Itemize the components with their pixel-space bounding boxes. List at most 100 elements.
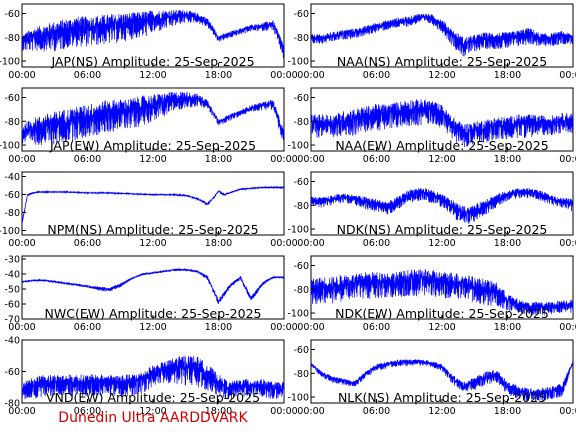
panel-jap-ew: -60 -80 -100 00:00 06:00 12:00 18:00 00:00 JAP(E… bbox=[0, 87, 298, 165]
y-tick-label: -100 bbox=[0, 141, 20, 152]
x-tick-label: 00:00 bbox=[8, 322, 35, 333]
x-tick-label: 12:00 bbox=[139, 406, 166, 417]
x-tick-label: 00:00 bbox=[297, 70, 324, 81]
panel-ndk-ns: -60 -80 -100 00:00 06:00 12:00 18:00 00:00 NDK(N… bbox=[287, 171, 576, 249]
x-tick-label: 06:00 bbox=[74, 322, 101, 333]
x-tick-label: 18:00 bbox=[494, 238, 521, 249]
x-tick-label: 06:00 bbox=[363, 238, 390, 249]
amplitude-trace bbox=[311, 359, 573, 402]
panel-title: VND(EW) Amplitude: 25-Sep-2025 bbox=[46, 390, 260, 405]
y-tick-label: -80 bbox=[293, 285, 309, 296]
y-tick-label: -60 bbox=[293, 93, 309, 104]
amplitude-trace bbox=[311, 13, 573, 57]
panel-nlk-ns: -60 -80 -100 00:00 06:00 12:00 18:00 00:00 NLK(N… bbox=[287, 339, 576, 417]
x-tick-label: 00:00 bbox=[270, 70, 297, 81]
panel-ndk-ew: -60 -80 -100 00:00 06:00 12:00 18:00 00:00 NDK(E… bbox=[287, 255, 576, 333]
x-tick-label: 12:00 bbox=[428, 154, 455, 165]
x-tick-label: 00:00 bbox=[8, 406, 35, 417]
y-tick-label: -100 bbox=[287, 393, 309, 404]
y-tick-label: -100 bbox=[287, 309, 309, 320]
y-tick-label: -100 bbox=[287, 141, 309, 152]
panel-title: NDK(EW) Amplitude: 25-Sep-2025 bbox=[335, 306, 549, 321]
amplitude-trace bbox=[22, 355, 284, 400]
y-tick-label: -80 bbox=[4, 208, 20, 219]
x-tick-label: 18:00 bbox=[494, 70, 521, 81]
y-tick-label: -100 bbox=[0, 57, 20, 68]
y-tick-label: -80 bbox=[4, 399, 20, 410]
x-tick-label: 18:00 bbox=[494, 322, 521, 333]
x-tick-label: 06:00 bbox=[363, 322, 390, 333]
panel-title: NDK(NS) Amplitude: 25-Sep-2025 bbox=[337, 222, 548, 237]
y-tick-label: -60 bbox=[4, 300, 20, 311]
x-tick-label: 06:00 bbox=[363, 406, 390, 417]
x-tick-label: 00:00 bbox=[297, 406, 324, 417]
y-tick-label: -60 bbox=[293, 261, 309, 272]
y-tick-label: -100 bbox=[0, 226, 20, 237]
panel-title: NPM(NS) Amplitude: 25-Sep-2025 bbox=[47, 222, 258, 237]
y-tick-label: -40 bbox=[4, 172, 20, 183]
y-tick-label: -60 bbox=[293, 345, 309, 356]
y-tick-label: -40 bbox=[4, 270, 20, 281]
amplitude-trace bbox=[311, 99, 573, 148]
y-tick-label: -60 bbox=[293, 177, 309, 188]
y-tick-label: -50 bbox=[4, 285, 20, 296]
x-tick-label: 12:00 bbox=[428, 406, 455, 417]
x-tick-label: 06:00 bbox=[74, 238, 101, 249]
y-tick-label: -30 bbox=[4, 255, 20, 266]
x-tick-label: 12:00 bbox=[139, 70, 166, 81]
panel-naa-ns: -60 -80 -100 00:00 06:00 12:00 18:00 00:00 NAA(N… bbox=[287, 3, 576, 81]
x-tick-label: 12:00 bbox=[428, 70, 455, 81]
y-tick-label: -80 bbox=[293, 369, 309, 380]
panel-jap-ns: -60 -80 -100 00:00 06:00 12:00 18:00 00:00 JAP(N… bbox=[0, 3, 298, 81]
x-tick-label: 12:00 bbox=[428, 322, 455, 333]
y-tick-label: -60 bbox=[4, 93, 20, 104]
amplitude-trace bbox=[22, 9, 284, 58]
amplitude-trace bbox=[311, 188, 573, 224]
x-tick-label: 18:00 bbox=[205, 322, 232, 333]
x-tick-label: 00:00 bbox=[559, 406, 576, 417]
panel-title: NLK(NS) Amplitude: 25-Sep-2025 bbox=[338, 390, 546, 405]
x-tick-label: 18:00 bbox=[205, 238, 232, 249]
x-tick-label: 06:00 bbox=[363, 154, 390, 165]
x-tick-label: 00:00 bbox=[559, 322, 576, 333]
x-tick-label: 00:00 bbox=[270, 238, 297, 249]
y-tick-label: -60 bbox=[4, 367, 20, 378]
y-tick-label: -80 bbox=[293, 201, 309, 212]
x-tick-label: 18:00 bbox=[494, 154, 521, 165]
x-tick-label: 00:00 bbox=[297, 322, 324, 333]
y-tick-label: -80 bbox=[293, 33, 309, 44]
panel-title: JAP(NS) Amplitude: 25-Sep-2025 bbox=[50, 54, 254, 69]
y-tick-label: -100 bbox=[287, 57, 309, 68]
x-tick-label: 00:00 bbox=[8, 238, 35, 249]
x-tick-label: 12:00 bbox=[139, 154, 166, 165]
amplitude-trace bbox=[311, 269, 573, 316]
y-tick-label: -40 bbox=[4, 336, 20, 347]
x-tick-label: 06:00 bbox=[74, 406, 101, 417]
x-tick-label: 06:00 bbox=[74, 154, 101, 165]
amplitude-trace bbox=[22, 267, 284, 305]
panel-naa-ew: -60 -80 -100 00:00 06:00 12:00 18:00 00:00 NAA(E… bbox=[287, 87, 576, 165]
y-tick-label: -60 bbox=[4, 9, 20, 20]
amplitude-trace bbox=[22, 91, 284, 146]
x-tick-label: 00:00 bbox=[270, 322, 297, 333]
x-tick-label: 12:00 bbox=[428, 238, 455, 249]
y-tick-label: -70 bbox=[4, 315, 20, 326]
amplitude-trace bbox=[22, 185, 284, 225]
panel-title: NWC(EW) Amplitude: 25-Sep-2025 bbox=[45, 306, 262, 321]
x-tick-label: 00:00 bbox=[297, 238, 324, 249]
credit-label: Dunedin Ultra AARDDVARK bbox=[58, 410, 248, 426]
x-tick-label: 06:00 bbox=[74, 70, 101, 81]
x-tick-label: 00:00 bbox=[297, 154, 324, 165]
x-tick-label: 12:00 bbox=[139, 322, 166, 333]
x-tick-label: 00:00 bbox=[8, 70, 35, 81]
x-tick-label: 00:00 bbox=[270, 406, 297, 417]
x-tick-label: 12:00 bbox=[139, 238, 166, 249]
panel-title: NAA(EW) Amplitude: 25-Sep-2025 bbox=[335, 138, 548, 153]
x-tick-label: 18:00 bbox=[494, 406, 521, 417]
y-tick-label: -80 bbox=[293, 117, 309, 128]
x-tick-label: 18:00 bbox=[205, 154, 232, 165]
x-tick-label: 00:00 bbox=[8, 154, 35, 165]
